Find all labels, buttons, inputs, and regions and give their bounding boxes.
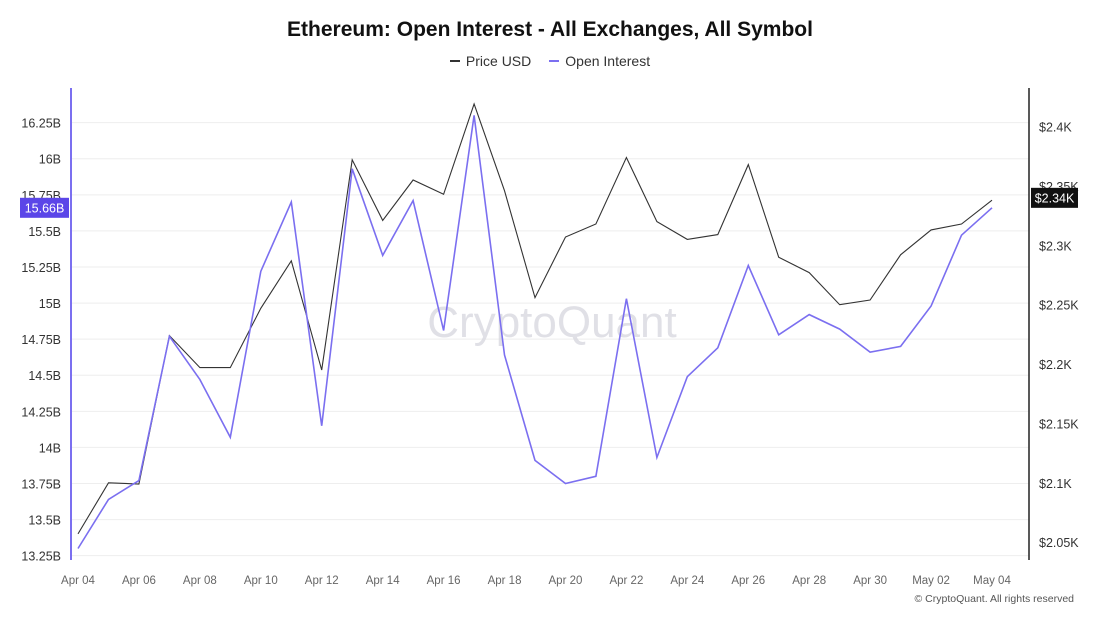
open-interest-line	[77, 115, 993, 549]
x-axis-ticks: Apr 04 Apr 06 Apr 08 Apr 10 Apr 12 Apr 14 Apr …	[61, 575, 1011, 587]
x-tick-label: Apr 26	[731, 575, 765, 587]
x-tick-label: Apr 08	[183, 575, 217, 587]
watermark: CryptoQuant	[427, 298, 676, 347]
left-tick-label: 14.5B	[28, 369, 61, 383]
left-tick-label: 14B	[39, 441, 61, 455]
left-tick-label: 13.25B	[21, 550, 61, 564]
left-tick-label: 14.75B	[21, 333, 61, 347]
legend-swatch-open-interest	[549, 60, 560, 62]
left-axis-ticks: 13.25B 13.5B 13.75B 14B 14.25B 14.5B 14.75B 15B…	[21, 117, 61, 564]
x-tick-label: Apr 14	[366, 575, 400, 587]
right-tick-label: $2.1K	[1039, 477, 1072, 491]
left-tick-label: 16B	[39, 153, 61, 167]
right-tick-label: $2.25K	[1039, 299, 1079, 313]
left-tick-label: 13.75B	[21, 477, 61, 491]
x-tick-label: Apr 22	[609, 575, 643, 587]
grid-lines	[71, 122, 1029, 557]
left-tick-label: 15B	[39, 297, 61, 311]
x-tick-label: Apr 06	[122, 575, 156, 587]
legend: Price USD Open Interest	[0, 53, 1100, 69]
x-tick-label: Apr 12	[305, 575, 339, 587]
x-tick-label: Apr 30	[853, 575, 887, 587]
x-tick-label: Apr 04	[61, 575, 95, 587]
right-tick-label: $2.15K	[1039, 417, 1079, 431]
legend-item-price[interactable]: Price USD	[449, 53, 532, 69]
x-tick-label: Apr 20	[549, 575, 583, 587]
left-current-label: 15.66B	[25, 201, 65, 215]
legend-label-price: Price USD	[465, 53, 532, 69]
x-tick-label: Apr 18	[488, 575, 522, 587]
x-tick-label: Apr 28	[792, 575, 826, 587]
legend-swatch-price	[449, 60, 460, 62]
left-tick-label: 15.5B	[28, 225, 61, 239]
left-tick-label: 15.25B	[21, 261, 61, 275]
right-current-label: $2.34K	[1035, 191, 1075, 205]
left-tick-label: 16.25B	[21, 117, 61, 131]
current-value-badges: 15.66B $2.34K	[20, 187, 1078, 218]
right-tick-label: $2.3K	[1039, 239, 1072, 253]
right-tick-label: $2.05K	[1039, 536, 1079, 550]
x-tick-label: Apr 10	[244, 575, 278, 587]
left-tick-label: 14.25B	[21, 405, 61, 419]
right-tick-label: $2.2K	[1039, 358, 1072, 372]
legend-item-open-interest[interactable]: Open Interest	[549, 53, 650, 69]
legend-label-open-interest: Open Interest	[565, 53, 651, 69]
price-line	[77, 102, 993, 535]
left-tick-label: 13.5B	[28, 514, 61, 528]
copyright-credit: © CryptoQuant. All rights reserved	[914, 593, 1074, 605]
x-tick-label: Apr 24	[670, 575, 704, 587]
x-tick-label: Apr 16	[427, 575, 461, 587]
series-lines	[77, 102, 993, 549]
x-tick-label: May 04	[973, 575, 1011, 587]
chart-title: Ethereum: Open Interest - All Exchanges,…	[287, 18, 813, 41]
x-tick-label: May 02	[912, 575, 950, 587]
right-tick-label: $2.4K	[1039, 121, 1072, 135]
right-current-badge	[1031, 187, 1078, 208]
right-axis-ticks: $2.05K$2.1K$2.15K$2.2K$2.25K$2.3K$2.35K$…	[1039, 121, 1079, 551]
left-current-badge	[20, 197, 69, 218]
